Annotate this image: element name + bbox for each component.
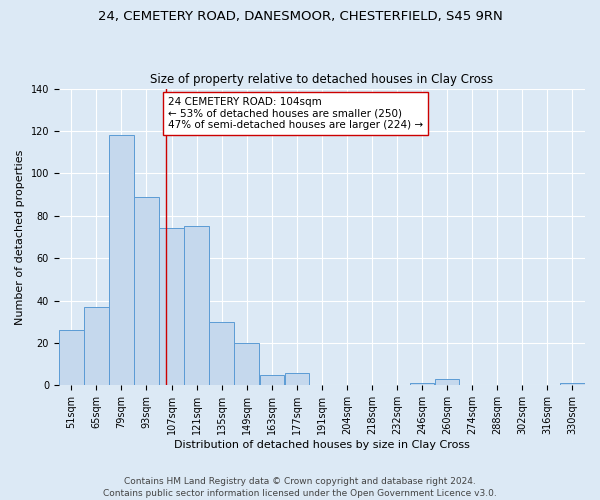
Bar: [284, 372, 309, 386]
Bar: [109, 135, 134, 386]
Text: 24, CEMETERY ROAD, DANESMOOR, CHESTERFIELD, S45 9RN: 24, CEMETERY ROAD, DANESMOOR, CHESTERFIE…: [98, 10, 502, 23]
X-axis label: Distribution of detached houses by size in Clay Cross: Distribution of detached houses by size …: [174, 440, 470, 450]
Bar: [209, 322, 234, 386]
Bar: [435, 379, 460, 386]
Bar: [59, 330, 83, 386]
Bar: [560, 383, 585, 386]
Bar: [410, 383, 434, 386]
Bar: [235, 343, 259, 386]
Bar: [260, 374, 284, 386]
Text: 24 CEMETERY ROAD: 104sqm
← 53% of detached houses are smaller (250)
47% of semi-: 24 CEMETERY ROAD: 104sqm ← 53% of detach…: [168, 97, 423, 130]
Bar: [159, 228, 184, 386]
Y-axis label: Number of detached properties: Number of detached properties: [15, 150, 25, 324]
Text: Contains HM Land Registry data © Crown copyright and database right 2024.
Contai: Contains HM Land Registry data © Crown c…: [103, 476, 497, 498]
Bar: [134, 196, 159, 386]
Title: Size of property relative to detached houses in Clay Cross: Size of property relative to detached ho…: [151, 73, 493, 86]
Bar: [184, 226, 209, 386]
Bar: [84, 307, 109, 386]
